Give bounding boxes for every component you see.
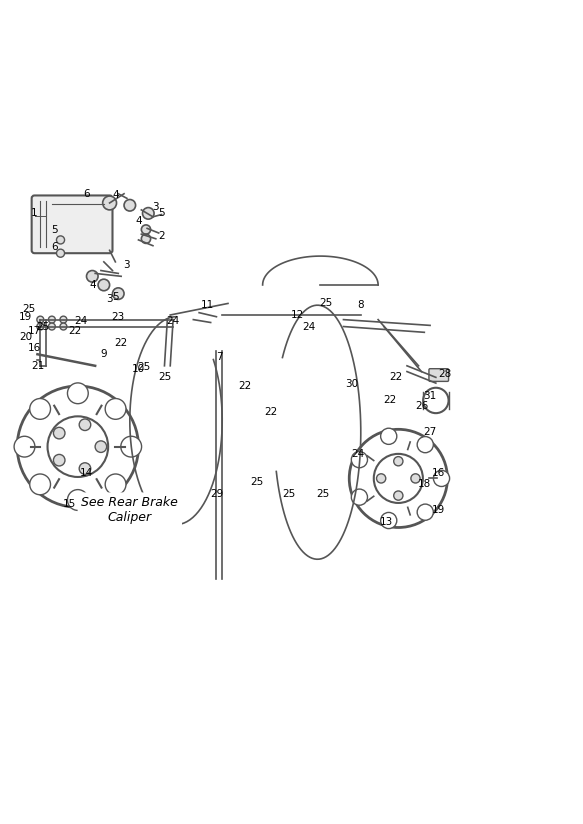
Text: 24: 24 (302, 321, 315, 331)
Text: 26: 26 (415, 401, 428, 411)
Text: 2: 2 (158, 231, 165, 241)
Circle shape (57, 236, 65, 244)
Text: 25: 25 (319, 298, 333, 308)
Circle shape (37, 323, 44, 330)
Text: 21: 21 (31, 361, 44, 371)
Circle shape (381, 428, 397, 444)
Circle shape (105, 399, 126, 419)
Circle shape (57, 249, 65, 257)
Circle shape (37, 316, 44, 323)
Circle shape (103, 196, 117, 210)
Circle shape (141, 225, 150, 234)
Text: 5: 5 (158, 208, 165, 218)
Circle shape (79, 419, 91, 430)
Text: 24: 24 (352, 448, 364, 459)
Text: 3: 3 (124, 260, 130, 269)
Circle shape (48, 323, 55, 330)
Text: 10: 10 (132, 363, 145, 374)
Text: 4: 4 (112, 190, 119, 200)
Text: 22: 22 (68, 326, 82, 336)
Text: 4: 4 (135, 217, 142, 227)
Text: 31: 31 (423, 391, 437, 400)
Circle shape (54, 454, 65, 466)
Text: 24: 24 (74, 316, 87, 325)
Text: 6: 6 (51, 242, 58, 252)
Circle shape (394, 456, 403, 466)
FancyBboxPatch shape (31, 195, 113, 253)
FancyBboxPatch shape (429, 368, 448, 382)
Text: 16: 16 (432, 468, 445, 478)
Text: 17: 17 (28, 326, 41, 336)
Text: 3: 3 (106, 294, 113, 304)
Text: 3: 3 (153, 202, 159, 212)
Text: 18: 18 (417, 480, 431, 489)
Circle shape (105, 474, 126, 494)
Text: 22: 22 (389, 372, 402, 382)
Circle shape (417, 437, 433, 452)
Text: 25: 25 (317, 489, 330, 499)
Circle shape (121, 436, 142, 457)
Text: 29: 29 (210, 489, 223, 499)
Circle shape (30, 399, 51, 419)
Circle shape (394, 491, 403, 500)
Text: 28: 28 (438, 369, 451, 380)
Text: 27: 27 (423, 427, 437, 438)
Text: 30: 30 (346, 379, 359, 389)
Text: 19: 19 (19, 311, 33, 321)
Circle shape (377, 474, 386, 483)
Circle shape (113, 288, 124, 299)
Text: 24: 24 (167, 316, 180, 325)
Text: 22: 22 (383, 396, 396, 405)
Circle shape (95, 441, 107, 452)
Text: 22: 22 (238, 381, 252, 391)
Circle shape (381, 513, 397, 529)
Circle shape (30, 474, 51, 494)
Circle shape (68, 383, 88, 404)
Text: See Rear Brake
Caliper: See Rear Brake Caliper (82, 496, 178, 524)
Text: 8: 8 (357, 300, 364, 310)
Circle shape (352, 489, 367, 505)
Text: 19: 19 (432, 505, 445, 515)
Circle shape (142, 208, 154, 219)
Circle shape (433, 471, 449, 486)
Circle shape (417, 504, 433, 520)
Circle shape (86, 270, 98, 282)
Text: 5: 5 (112, 292, 119, 302)
Circle shape (60, 316, 67, 323)
Circle shape (98, 279, 110, 291)
Circle shape (124, 199, 136, 211)
Text: 25: 25 (37, 321, 50, 331)
Circle shape (79, 463, 91, 475)
Circle shape (68, 489, 88, 510)
Text: 20: 20 (19, 332, 33, 342)
Text: 7: 7 (216, 352, 223, 362)
Text: 16: 16 (28, 344, 41, 353)
Circle shape (14, 436, 35, 457)
Text: 25: 25 (158, 372, 171, 382)
Circle shape (60, 323, 67, 330)
Text: 15: 15 (62, 499, 76, 509)
Text: 25: 25 (250, 477, 264, 488)
Circle shape (54, 428, 65, 439)
Text: 22: 22 (265, 407, 278, 417)
Text: 11: 11 (201, 300, 215, 310)
Text: 25: 25 (22, 304, 36, 314)
Text: 25: 25 (282, 489, 295, 499)
Text: 4: 4 (89, 280, 96, 290)
Text: 25: 25 (138, 362, 151, 372)
Circle shape (411, 474, 420, 483)
Text: 14: 14 (80, 468, 93, 478)
Text: 22: 22 (114, 338, 128, 348)
Text: 5: 5 (51, 225, 58, 235)
Circle shape (141, 234, 150, 243)
Text: 9: 9 (100, 349, 107, 359)
Text: 13: 13 (380, 517, 394, 527)
Circle shape (48, 316, 55, 323)
Text: 6: 6 (83, 189, 90, 199)
Text: 12: 12 (291, 310, 304, 320)
Text: 1: 1 (31, 208, 38, 218)
Circle shape (352, 452, 367, 468)
Text: 23: 23 (111, 311, 125, 321)
